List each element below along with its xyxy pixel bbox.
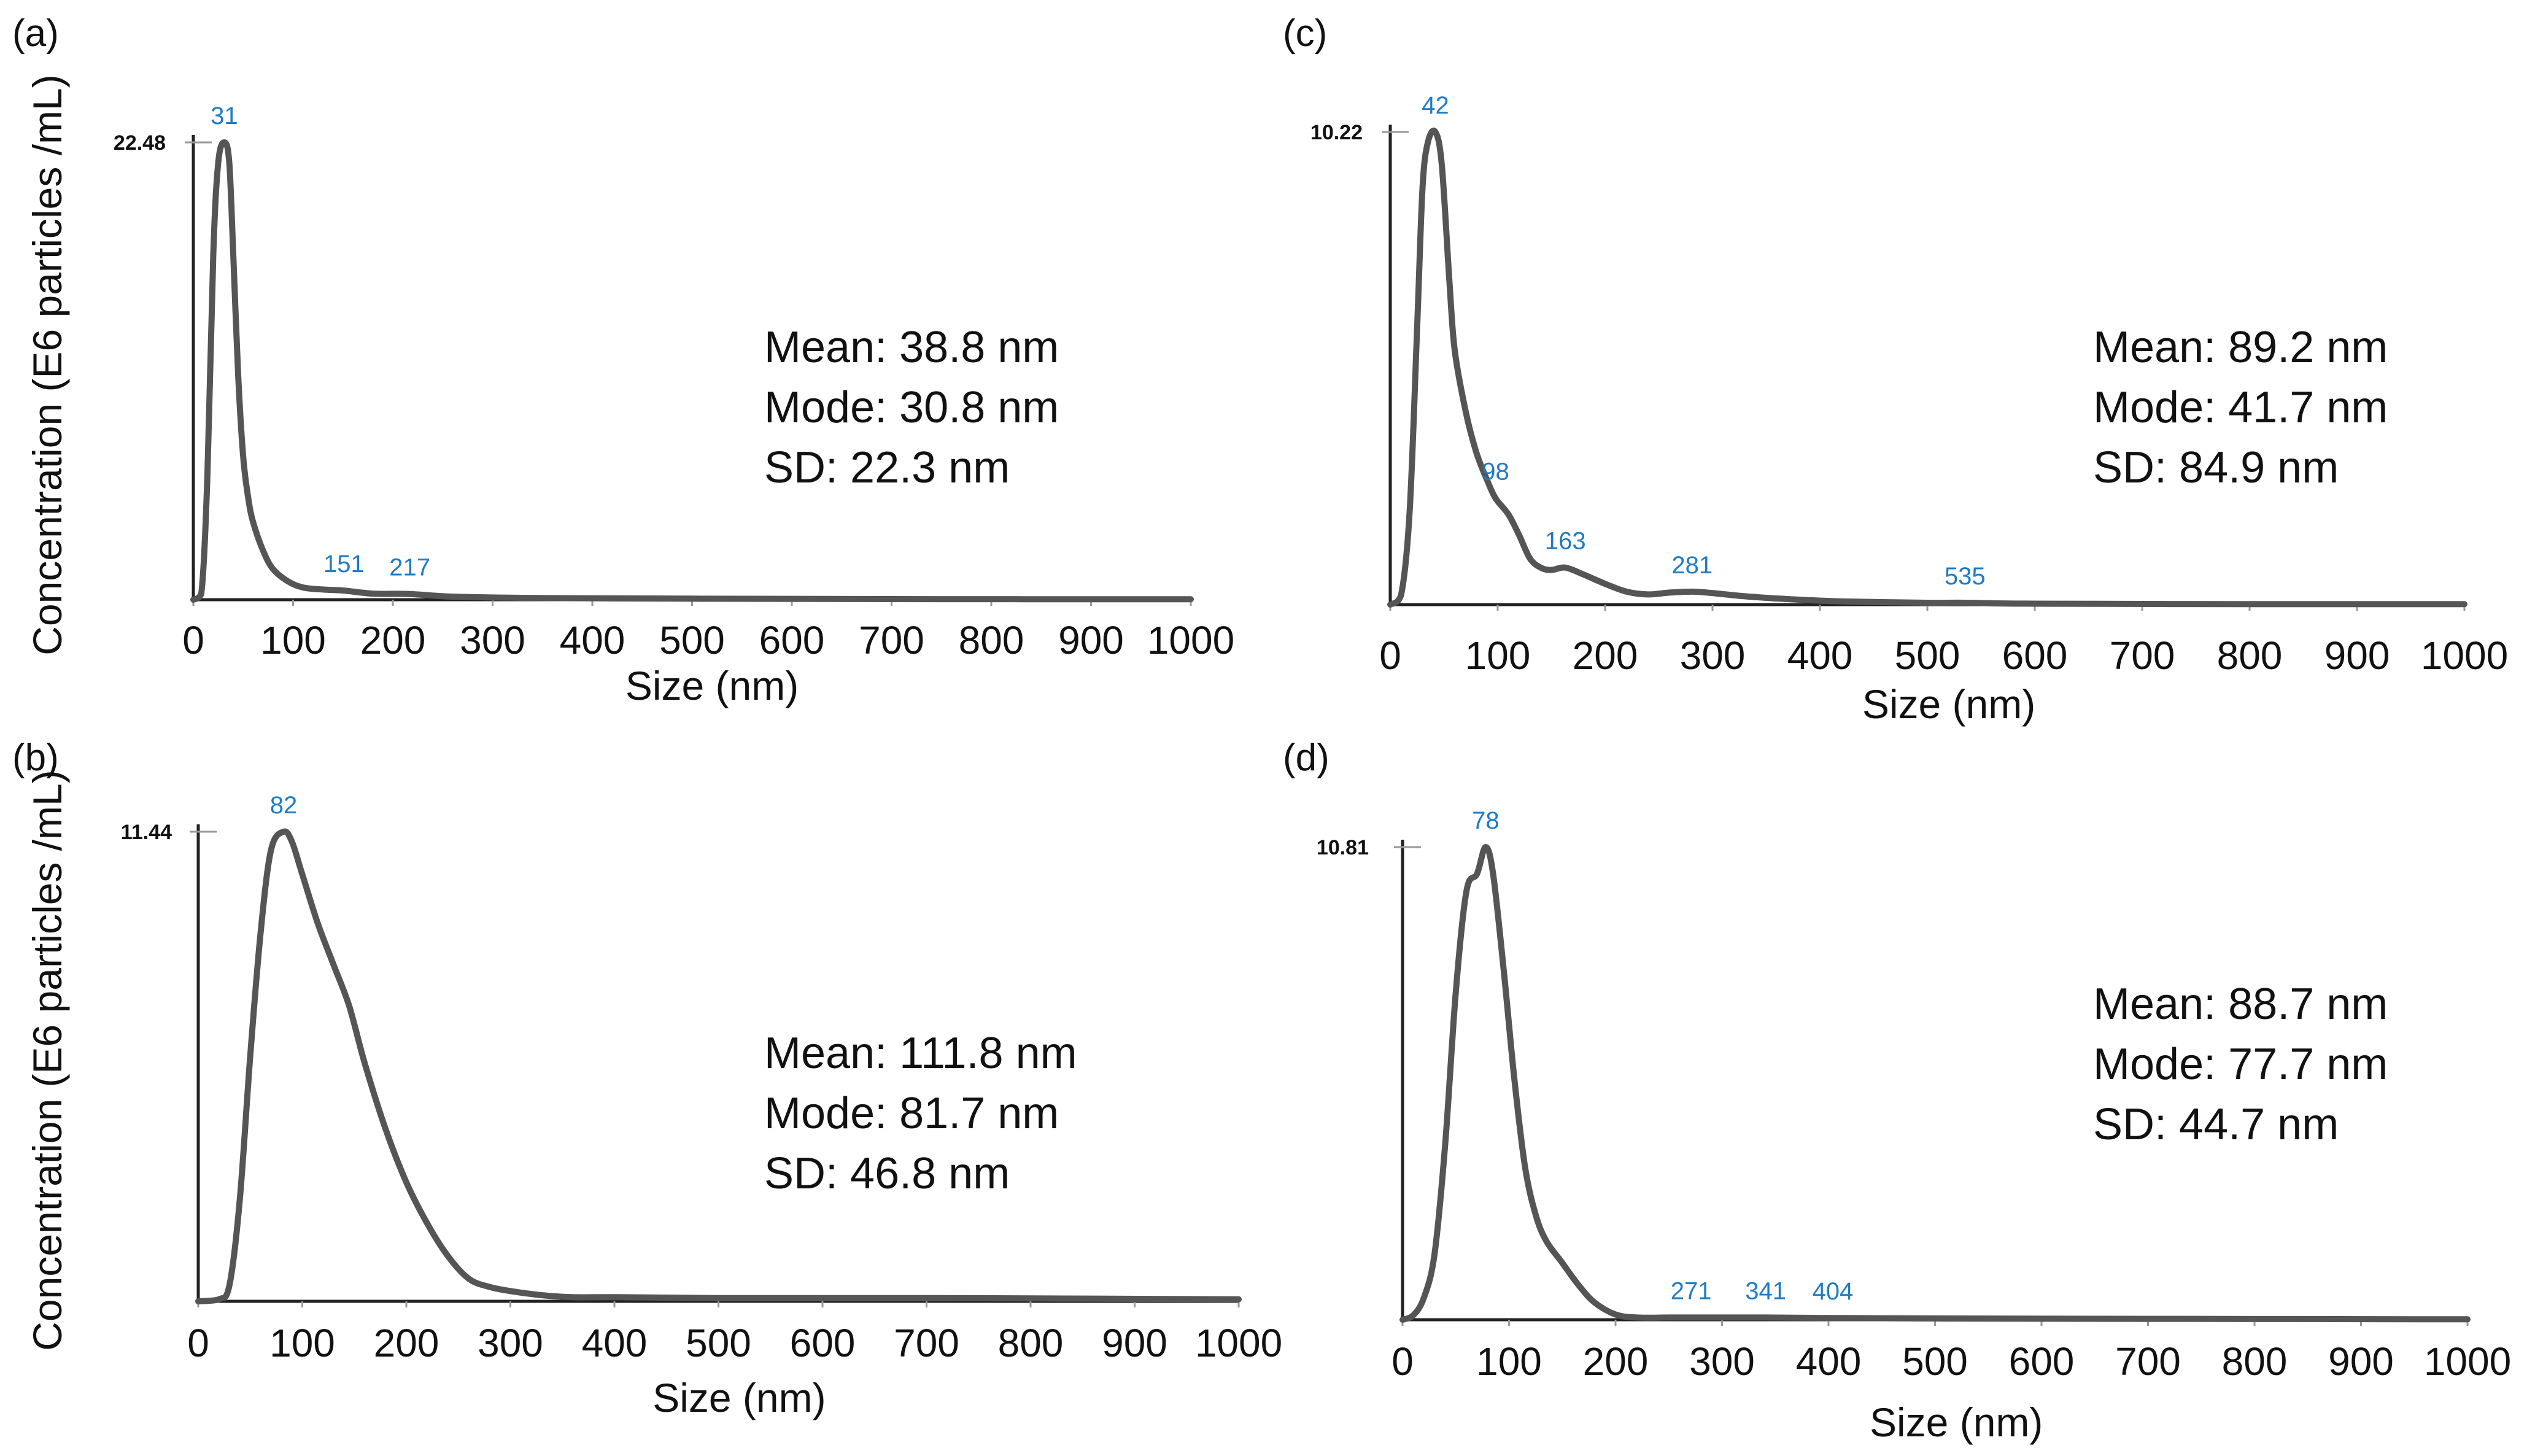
size-distribution-curve (190, 139, 1194, 603)
x-tick-label: 700 (894, 1321, 959, 1365)
stat-line: Mean: 89.2 nm (2093, 323, 2388, 372)
x-tick-label: 600 (759, 618, 825, 662)
y-max-label: 10.81 (1317, 836, 1369, 859)
x-tick-label: 300 (460, 618, 525, 662)
x-tick-label: 900 (1058, 618, 1124, 662)
x-tick-label: 1000 (2424, 1339, 2511, 1384)
x-tick-label: 900 (2328, 1339, 2394, 1384)
chart-panel-c: (c) 10.22 0 100 200 300 400 500 600 700 800 900 1000… (1283, 12, 2508, 727)
x-tick-label: 200 (1583, 1339, 1649, 1384)
y-axis-title: Concentration (E6 particles /mL) (25, 74, 70, 655)
peak-label: 404 (1813, 1278, 1854, 1305)
stat-line: SD: 46.8 nm (764, 1149, 1010, 1198)
peak-label: 163 (1545, 528, 1586, 555)
x-tick-label: 1000 (1195, 1321, 1282, 1365)
x-tick-label: 300 (478, 1321, 543, 1365)
x-tick-label: 700 (859, 618, 924, 662)
x-tick-label: 300 (1680, 633, 1746, 678)
x-tick-label: 0 (182, 618, 204, 662)
x-tick-label: 300 (1689, 1339, 1755, 1384)
x-tick-label: 100 (260, 618, 326, 662)
x-tick-label: 0 (187, 1321, 209, 1365)
stat-line: Mean: 88.7 nm (2093, 980, 2388, 1029)
stat-line: Mode: 41.7 nm (2093, 383, 2388, 432)
x-tick-label: 0 (1379, 633, 1401, 678)
x-tick-label: 600 (790, 1321, 856, 1365)
stat-line: Mean: 38.8 nm (764, 323, 1059, 372)
x-tick-label: 1000 (2421, 633, 2508, 678)
x-tick-label: 100 (269, 1321, 335, 1365)
panel-label: (d) (1283, 737, 1330, 779)
x-tick-label: 500 (659, 618, 725, 662)
chart-panel-b: (b) 11.44 0 100 200 300 400 500 600 700 800 900 1000… (12, 737, 1282, 1420)
x-tick-label: 1000 (1147, 618, 1234, 662)
x-tick-label: 800 (2222, 1339, 2288, 1384)
x-tick-label: 400 (1787, 633, 1853, 678)
stat-line: SD: 84.9 nm (2093, 443, 2339, 492)
y-max-label: 11.44 (121, 821, 172, 844)
x-tick-label: 500 (1895, 633, 1960, 678)
x-axis-title: Size (nm) (652, 1375, 826, 1420)
y-max-label: 22.48 (114, 131, 166, 155)
x-tick-label: 900 (2324, 633, 2390, 678)
stat-line: SD: 44.7 nm (2093, 1100, 2339, 1149)
panel-label: (c) (1283, 12, 1327, 55)
stat-line: Mode: 81.7 nm (764, 1089, 1059, 1138)
x-tick-label: 100 (1476, 1339, 1542, 1384)
x-tick-label: 500 (686, 1321, 751, 1365)
peak-label: 78 (1472, 807, 1500, 834)
x-tick-label: 800 (959, 618, 1024, 662)
x-axis-title: Size (nm) (625, 663, 799, 708)
peak-label: 217 (389, 554, 430, 581)
panel-label: (a) (12, 12, 59, 55)
stat-line: SD: 22.3 nm (764, 443, 1010, 492)
x-tick-label: 900 (1102, 1321, 1167, 1365)
chart-panel-a: (a) 22.48 0 100 200 300 400 500 600 700 800 900 1000… (12, 12, 1234, 708)
x-tick-label: 700 (2110, 633, 2175, 678)
stat-line: Mode: 30.8 nm (764, 383, 1059, 432)
x-tick-label: 800 (998, 1321, 1064, 1365)
peak-label: 98 (1482, 459, 1509, 486)
peak-label: 341 (1745, 1277, 1786, 1304)
x-tick-label: 400 (560, 618, 625, 662)
x-axis-title: Size (nm) (1862, 681, 2035, 727)
y-axis-title: Concentration (E6 particles /mL) (25, 770, 70, 1350)
x-tick-label: 700 (2115, 1339, 2181, 1384)
x-tick-label: 200 (374, 1321, 439, 1365)
x-tick-label: 200 (360, 618, 426, 662)
peak-label: 271 (1671, 1277, 1712, 1304)
x-tick-label: 0 (1391, 1339, 1414, 1384)
x-tick-label: 400 (1796, 1339, 1862, 1384)
x-tick-label: 200 (1573, 633, 1638, 678)
x-tick-label: 600 (2009, 1339, 2075, 1384)
x-tick-label: 600 (2002, 633, 2068, 678)
x-tick-label: 100 (1465, 633, 1531, 678)
stat-line: Mode: 77.7 nm (2093, 1040, 2388, 1089)
peak-label: 151 (323, 551, 365, 578)
peak-label: 281 (1671, 552, 1713, 579)
panel-label: (b) (12, 737, 59, 779)
size-distribution-curve (1387, 127, 2468, 608)
peak-label: 42 (1422, 92, 1449, 119)
x-tick-label: 400 (582, 1321, 648, 1365)
x-axis-title: Size (nm) (1870, 1400, 2043, 1445)
size-distribution-curve (1399, 844, 2471, 1323)
x-tick-label: 500 (1902, 1339, 1968, 1384)
chart-panel-d: (d) 10.81 0 100 200 300 400 500 600 700 800 900 1000… (1283, 737, 2511, 1445)
peak-label: 82 (270, 792, 298, 819)
y-max-label: 10.22 (1310, 121, 1363, 144)
peak-label: 31 (211, 103, 238, 130)
x-tick-label: 800 (2217, 633, 2283, 678)
stat-line: Mean: 111.8 nm (764, 1029, 1077, 1078)
peak-label: 535 (1945, 563, 1986, 590)
size-distribution-curve (195, 828, 1242, 1304)
